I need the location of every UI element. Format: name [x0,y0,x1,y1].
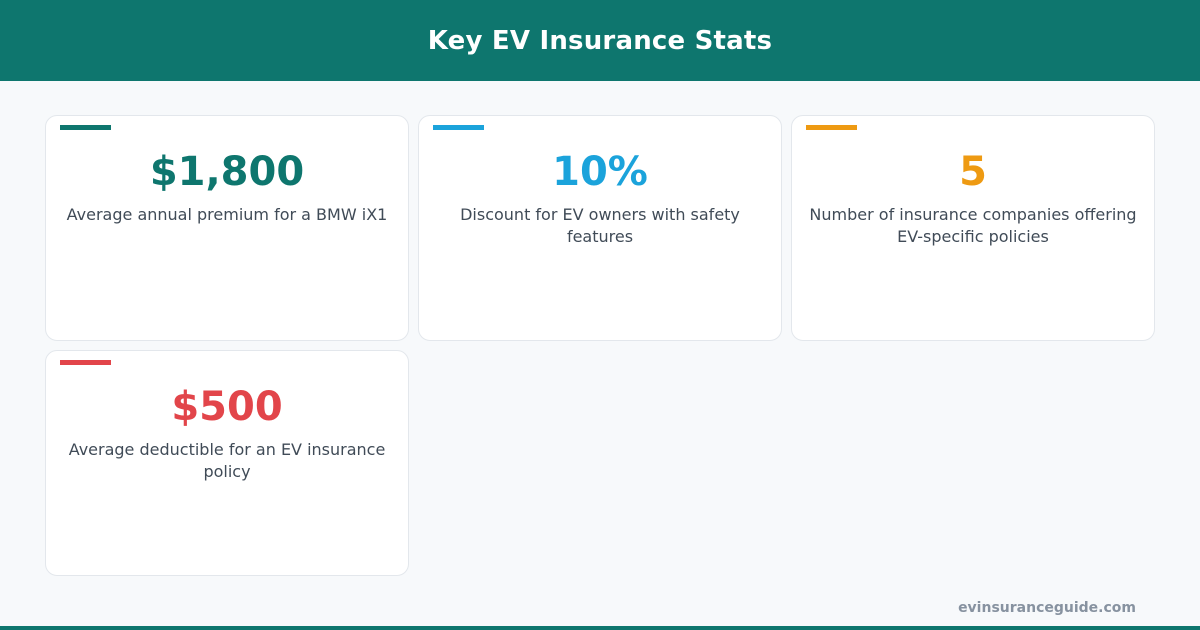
site-credit: evinsuranceguide.com [958,600,1136,616]
stat-label: Average deductible for an EV insurance p… [68,440,386,481]
stat-card-annual-premium: $1,800 Average annual premium for a BMW … [45,115,409,341]
stat-value: 5 [959,149,987,195]
page-title: Key EV Insurance Stats [427,25,773,56]
card-accent-bar [806,125,857,130]
card-accent-bar [433,125,484,130]
stat-value: $500 [171,384,283,430]
card-accent-bar [60,125,111,130]
stat-card-average-deductible: $500 Average deductible for an EV insura… [45,350,409,576]
footer-bar [0,626,1200,630]
stat-card-safety-discount: 10% Discount for EV owners with safety f… [418,115,782,341]
stat-card-insurer-count: 5 Number of insurance companies offering… [791,115,1155,341]
header-banner: Key EV Insurance Stats [0,0,1200,81]
stat-value: 10% [552,149,648,195]
stat-label: Discount for EV owners with safety featu… [460,205,740,246]
stat-value: $1,800 [149,149,305,195]
card-accent-bar [60,360,111,365]
stat-label: Average annual premium for a BMW iX1 [66,205,388,224]
stat-label: Number of insurance companies offering E… [809,205,1137,246]
